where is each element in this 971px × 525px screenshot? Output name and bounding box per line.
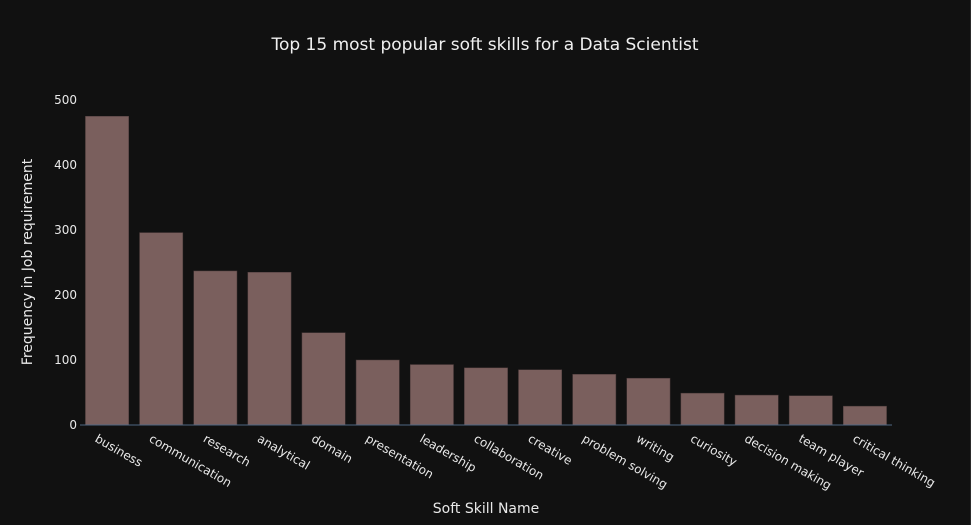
y-tick-label: 0 (69, 418, 77, 432)
y-tick-label: 200 (54, 288, 77, 302)
bar-decision-making (734, 394, 779, 426)
x-tick-label: writing (634, 431, 677, 464)
y-axis-ticks: 0 100 200 300 400 500 (54, 93, 77, 432)
bar-team-player (788, 395, 833, 426)
x-axis-label: Soft Skill Name (433, 501, 540, 517)
x-tick-label: critical thinking (850, 431, 937, 490)
bar-presentation (355, 359, 400, 426)
bar-research (193, 270, 238, 426)
x-tick-label: curiosity (688, 431, 739, 469)
y-tick-label: 300 (54, 223, 77, 237)
x-tick-label: analytical (255, 431, 312, 472)
bar-analytical (247, 272, 292, 426)
bar-creative (518, 369, 563, 426)
bar-problem-solving (572, 374, 617, 426)
bar-writing (626, 377, 671, 426)
y-axis-label: Frequency in Job requirement (20, 158, 36, 365)
bar-communication (139, 232, 184, 426)
bar-critical-thinking (843, 405, 887, 426)
bar-leadership (409, 364, 454, 426)
y-tick-label: 500 (54, 93, 77, 107)
x-tick-label: domain (309, 431, 355, 466)
x-tick-label: business (93, 431, 145, 469)
bar-curiosity (680, 392, 725, 426)
bar-domain (301, 332, 346, 426)
bars (85, 116, 887, 426)
y-tick-label: 400 (54, 158, 77, 172)
bar-business (85, 116, 129, 426)
y-tick-label: 100 (54, 353, 77, 367)
chart-title: Top 15 most popular soft skills for a Da… (270, 35, 698, 55)
bar-collaboration (464, 367, 508, 426)
